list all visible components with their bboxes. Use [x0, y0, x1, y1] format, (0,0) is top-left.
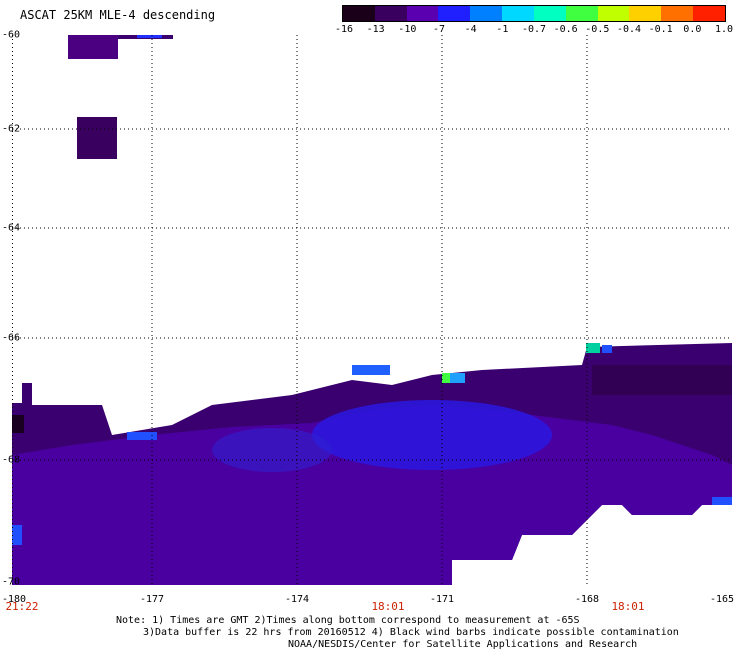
- map-plot: [12, 35, 732, 585]
- note-line-2: 3)Data buffer is 22 hrs from 20160512 4)…: [143, 627, 679, 638]
- lat-tick-60: -60: [2, 29, 21, 41]
- lat-tick-64: -64: [2, 222, 21, 234]
- colorbar-label: -0.5: [585, 24, 610, 35]
- colorbar-label: -16: [334, 24, 354, 35]
- colorbar-label: -1: [496, 24, 509, 35]
- lat-tick-66: -66: [2, 332, 21, 344]
- colorbar-segment: [661, 6, 694, 21]
- time-label-1: 21:22: [5, 600, 39, 613]
- time-label-3: 18:01: [611, 600, 645, 613]
- colorbar-label: -0.1: [648, 24, 673, 35]
- colorbar-segment: [438, 6, 471, 21]
- colorbar-segment: [502, 6, 534, 21]
- colorbar-label: -7: [432, 24, 446, 35]
- colorbar-label: -10: [398, 24, 417, 35]
- colorbar-segment: [597, 6, 630, 21]
- colorbar-label: -0.4: [616, 24, 642, 35]
- lon-tick-171: -171: [429, 594, 455, 605]
- lon-tick-165: -165: [709, 594, 735, 605]
- colorbar: [342, 5, 726, 22]
- lat-tick-62: -62: [2, 123, 21, 135]
- data-field: [12, 35, 732, 585]
- colorbar-segment: [374, 6, 407, 21]
- colorbar-segment: [406, 6, 439, 21]
- colorbar-segment: [565, 6, 598, 21]
- credit-line: NOAA/NESDIS/Center for Satellite Applica…: [288, 639, 638, 650]
- map-title: ASCAT 25KM MLE-4 descending: [20, 8, 216, 22]
- lon-tick-174: -174: [284, 594, 310, 605]
- colorbar-segment: [629, 6, 662, 21]
- colorbar-segment: [343, 6, 375, 21]
- lat-tick-68: -68: [2, 454, 21, 466]
- lon-tick-177: -177: [139, 594, 165, 605]
- grid: [12, 35, 732, 585]
- colorbar-label: -0.6: [553, 24, 578, 35]
- lon-tick-168: -168: [574, 594, 600, 605]
- note-line-1: Note: 1) Times are GMT 2)Times along bot…: [116, 615, 580, 626]
- time-label-2: 18:01: [371, 600, 405, 613]
- colorbar-segment: [693, 6, 725, 21]
- colorbar-label: -4: [464, 24, 477, 35]
- colorbar-segment: [470, 6, 503, 21]
- colorbar-label: -0.7: [521, 24, 547, 35]
- colorbar-label: 0.0: [683, 24, 702, 35]
- colorbar-segment: [533, 6, 566, 21]
- lon-tick-180: -180: [1, 594, 27, 605]
- lat-tick-70: -70: [2, 576, 21, 588]
- colorbar-label: -13: [366, 24, 385, 35]
- colorbar-label: 1.0: [714, 24, 734, 35]
